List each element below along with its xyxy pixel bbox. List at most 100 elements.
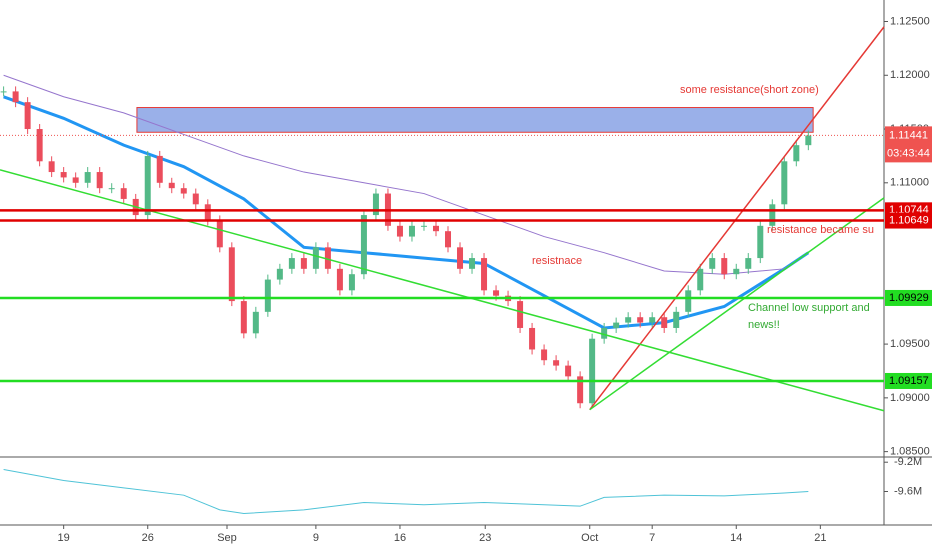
candle <box>348 274 355 291</box>
candle <box>12 91 19 103</box>
candle <box>805 135 812 146</box>
y-tick-label: 1.12000 <box>890 69 930 81</box>
candle <box>72 177 79 183</box>
candle <box>96 172 103 189</box>
y-tick-label: 1.09000 <box>890 392 930 404</box>
candle <box>589 338 596 404</box>
y-tick-label: -9.6M <box>894 485 922 497</box>
last-price-label: 1.11441 <box>889 129 928 141</box>
x-tick-label: 21 <box>814 532 826 544</box>
candle <box>204 204 211 221</box>
annotation: resistnace <box>532 255 582 267</box>
candle <box>493 290 500 296</box>
candle <box>469 258 476 269</box>
candle <box>553 360 560 366</box>
y-tick-label: 1.08500 <box>890 446 930 458</box>
x-tick-label: 19 <box>58 532 70 544</box>
level-label-box <box>885 212 932 229</box>
candle <box>264 279 271 312</box>
countdown-label: 03:43:44 <box>887 147 930 159</box>
candle <box>408 225 415 237</box>
candle <box>396 225 403 237</box>
candle <box>276 268 283 280</box>
candle <box>601 327 608 339</box>
zone <box>136 107 814 133</box>
candle <box>481 258 488 291</box>
candle <box>625 317 632 323</box>
candle <box>336 268 343 291</box>
level-label: 1.09157 <box>889 375 929 387</box>
level-label-box <box>885 289 932 306</box>
x-tick-label: 16 <box>394 532 406 544</box>
candle <box>577 376 584 404</box>
candle <box>721 258 728 275</box>
candle <box>793 145 800 162</box>
trend-line <box>589 26 885 411</box>
candle <box>372 193 379 216</box>
y-tick-label: 1.11000 <box>890 177 929 189</box>
candle <box>48 161 55 173</box>
candle <box>445 231 452 248</box>
candle <box>288 258 295 269</box>
candle <box>709 258 716 269</box>
candle <box>697 268 704 291</box>
candle <box>144 155 151 216</box>
candle <box>733 268 740 275</box>
candle <box>36 129 43 162</box>
candle <box>420 225 427 227</box>
trend-line <box>589 197 885 411</box>
candle <box>108 188 115 190</box>
x-tick-label: 23 <box>479 532 491 544</box>
candle <box>637 317 644 323</box>
candle <box>156 155 163 183</box>
annotation: Channel low support and <box>748 302 870 314</box>
candle <box>192 193 199 205</box>
x-tick-label: Oct <box>581 532 598 544</box>
candle <box>216 220 223 248</box>
candle <box>517 301 524 328</box>
x-tick-label: 26 <box>142 532 154 544</box>
candle <box>180 188 187 194</box>
annotation: news!! <box>748 319 780 331</box>
candle <box>757 225 764 259</box>
x-tick-label: 14 <box>730 532 742 544</box>
candle <box>312 247 319 269</box>
candle <box>769 204 776 226</box>
annotation: some resistance(short zone) <box>680 84 819 96</box>
candle <box>0 91 7 93</box>
candle <box>661 317 668 328</box>
candle <box>84 172 91 183</box>
candle <box>300 258 307 269</box>
y-tick-label: 1.09500 <box>890 338 930 350</box>
candle <box>252 311 259 334</box>
annotation: resistance became su <box>767 224 874 236</box>
candle <box>745 258 752 269</box>
candle <box>685 290 692 312</box>
candle <box>529 327 536 350</box>
y-tick-label: -9.2M <box>894 456 922 468</box>
level-label-box <box>885 372 932 389</box>
candle <box>120 188 127 199</box>
moving-average <box>3 95 810 330</box>
moving-average <box>3 74 809 275</box>
y-tick-label: 1.12500 <box>890 15 930 27</box>
x-tick-label: 7 <box>649 532 655 544</box>
candle <box>673 311 680 328</box>
candle <box>228 247 235 302</box>
candle <box>541 349 548 361</box>
candle <box>168 182 175 189</box>
candle <box>24 102 31 130</box>
candle <box>613 322 620 328</box>
candle <box>60 172 67 178</box>
level-label: 1.09929 <box>889 292 929 304</box>
candle <box>432 225 439 232</box>
candle <box>649 317 656 323</box>
candle <box>781 161 788 205</box>
last-price-box <box>885 126 932 163</box>
candle <box>360 215 367 275</box>
candle <box>565 365 572 377</box>
x-tick-label: 9 <box>313 532 319 544</box>
